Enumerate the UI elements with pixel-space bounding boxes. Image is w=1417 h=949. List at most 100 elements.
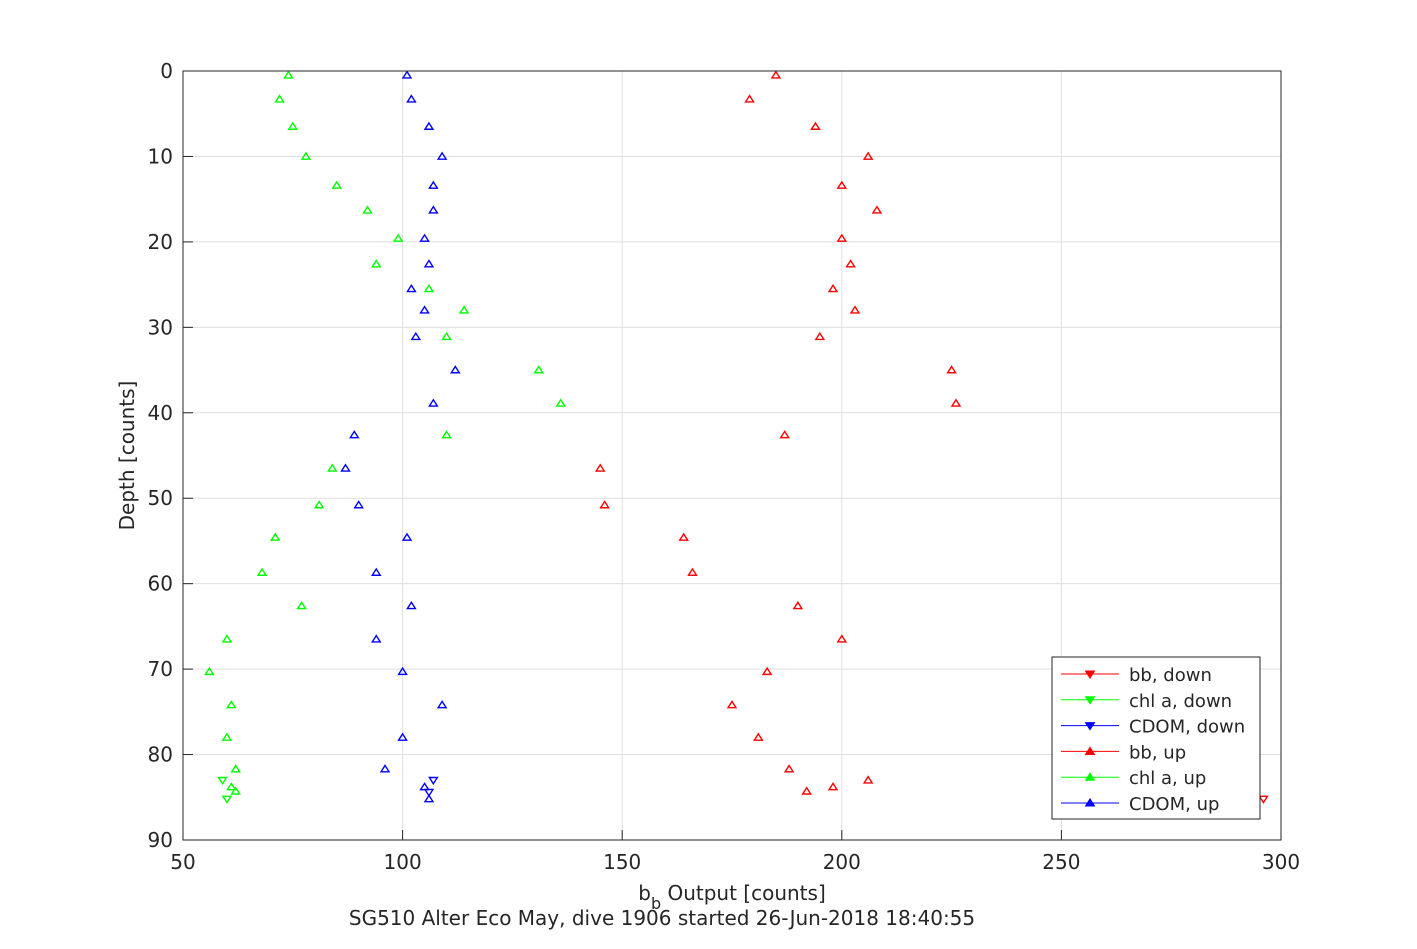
x-tick-label: 300: [1262, 850, 1300, 874]
data-point: [862, 775, 874, 784]
x-tick-label: 200: [823, 850, 861, 874]
data-point: [406, 600, 417, 610]
data-point: [436, 700, 448, 709]
legend-label: CDOM, up: [1129, 794, 1219, 815]
data-point: [230, 764, 241, 773]
legend-marker: [1084, 746, 1096, 755]
data-point: [370, 259, 382, 268]
legend-marker: [1084, 798, 1096, 807]
data-point: [370, 567, 382, 576]
data-point: [428, 398, 439, 407]
data-point: [226, 782, 237, 791]
data-point: [226, 700, 237, 709]
data-point: [814, 331, 826, 341]
data-point: [256, 567, 268, 576]
data-point: [779, 430, 790, 439]
data-point: [810, 121, 821, 130]
data-point: [862, 151, 874, 160]
data-point: [555, 398, 566, 407]
x-tick-label: 250: [1042, 850, 1080, 874]
data-point: [845, 259, 856, 268]
y-tick-label: 10: [148, 144, 173, 168]
data-point: [753, 732, 764, 741]
data-point: [362, 205, 373, 214]
data-point: [423, 794, 435, 803]
data-point: [761, 666, 773, 676]
legend-marker: [1084, 772, 1096, 781]
data-point: [950, 398, 962, 407]
y-tick-label: 50: [148, 486, 173, 510]
data-point: [441, 331, 452, 341]
data-point: [217, 776, 228, 786]
data-point: [594, 463, 606, 472]
data-point: [406, 94, 417, 103]
data-point: [401, 70, 413, 79]
data-point: [783, 764, 795, 773]
data-point: [340, 463, 351, 472]
x-tick-label: 100: [384, 850, 422, 874]
x-axis-label-main: b: [638, 881, 651, 905]
data-point: [406, 283, 417, 293]
data-point: [370, 634, 382, 643]
axis-ticks: 50 100 150 200 250 300 0 10 20 30 40 50 60 70 80 90: [148, 59, 1301, 874]
data-point: [313, 500, 325, 509]
data-point: [871, 205, 883, 214]
data-point: [397, 732, 408, 741]
data-point: [300, 151, 312, 160]
data-point: [441, 430, 452, 439]
data-point: [770, 70, 782, 79]
x-tick-label: 50: [170, 850, 195, 874]
data-points: [204, 70, 1269, 804]
data-point: [221, 732, 233, 741]
y-axis-label: Depth [counts]: [115, 381, 139, 531]
data-point: [827, 782, 839, 791]
data-point: [450, 365, 461, 374]
data-point: [327, 463, 338, 472]
data-point: [283, 70, 294, 79]
data-point: [428, 180, 439, 189]
data-point: [801, 786, 812, 795]
data-point: [428, 205, 439, 214]
legend-label: chl a, down: [1129, 691, 1232, 712]
data-point: [353, 500, 364, 509]
data-point: [836, 180, 848, 189]
data-point: [419, 233, 430, 242]
data-point: [419, 305, 430, 314]
legend-label: CDOM, down: [1129, 717, 1245, 738]
legend-label: bb, up: [1129, 742, 1186, 763]
legend-marker: [1084, 670, 1096, 679]
data-point: [296, 600, 307, 610]
data-point: [397, 666, 408, 676]
data-point: [349, 430, 360, 439]
data-point: [419, 782, 430, 791]
data-point: [423, 121, 435, 130]
legend-items: bb, down chl a, down CDOM, down bb, up chl a…: [1061, 665, 1245, 815]
y-tick-label: 70: [148, 657, 173, 681]
y-tick-label: 30: [148, 315, 173, 339]
data-point: [379, 764, 391, 773]
data-point: [423, 259, 435, 268]
data-point: [599, 500, 610, 509]
y-tick-label: 60: [148, 572, 173, 596]
data-point: [827, 283, 839, 293]
data-point: [274, 94, 285, 103]
data-point: [946, 365, 957, 374]
y-tick-label: 90: [148, 828, 173, 852]
data-point: [428, 776, 439, 786]
y-tick-label: 40: [148, 401, 173, 425]
data-point: [221, 795, 233, 804]
data-point: [1258, 795, 1269, 804]
legend-label: chl a, up: [1129, 768, 1206, 789]
legend: bb, down chl a, down CDOM, down bb, up chl a…: [1051, 656, 1261, 820]
data-point: [423, 283, 435, 293]
x-axis-label-rest: Output [counts]: [661, 881, 826, 905]
legend-marker: [1084, 722, 1096, 731]
legend-marker: [1084, 696, 1096, 705]
data-point: [678, 532, 689, 541]
legend-box: [1051, 656, 1261, 820]
data-point: [331, 180, 342, 189]
x-axis-label-subscript: b: [651, 894, 661, 913]
data-point: [204, 666, 215, 676]
data-point: [410, 331, 422, 341]
